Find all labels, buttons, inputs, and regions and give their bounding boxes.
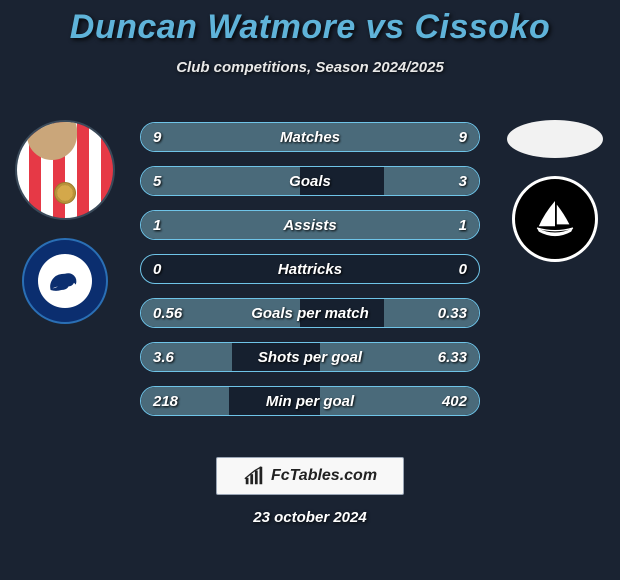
- lion-icon: [47, 266, 83, 296]
- subtitle: Club competitions, Season 2024/2025: [0, 59, 620, 76]
- chart-icon: [243, 465, 265, 487]
- stat-label: Goals: [141, 173, 479, 190]
- stat-bar: 5Goals3: [140, 166, 480, 196]
- stat-label: Assists: [141, 217, 479, 234]
- stat-bar: 0.56Goals per match0.33: [140, 298, 480, 328]
- page-title: Duncan Watmore vs Cissoko: [0, 0, 620, 47]
- stat-label: Min per goal: [141, 393, 479, 410]
- brand-badge[interactable]: FcTables.com: [216, 457, 404, 495]
- club-badge-left: [22, 238, 108, 324]
- stat-label: Matches: [141, 129, 479, 146]
- brand-text: FcTables.com: [271, 467, 377, 485]
- stat-right-value: 0.33: [438, 305, 467, 322]
- player-left-avatar: [15, 120, 115, 220]
- stat-right-value: 0: [459, 261, 467, 278]
- left-player-column: [10, 120, 120, 324]
- jersey-badge-icon: [54, 182, 76, 204]
- right-player-column: [500, 118, 610, 262]
- stat-bar: 3.6Shots per goal6.33: [140, 342, 480, 372]
- stat-right-value: 6.33: [438, 349, 467, 366]
- player-right-avatar: [507, 120, 603, 158]
- ship-icon: [528, 192, 582, 246]
- stat-right-value: 1: [459, 217, 467, 234]
- stat-right-value: 9: [459, 129, 467, 146]
- stat-right-value: 3: [459, 173, 467, 190]
- stat-label: Shots per goal: [141, 349, 479, 366]
- club-badge-right: [512, 176, 598, 262]
- stat-bar: 1Assists1: [140, 210, 480, 240]
- stat-right-value: 402: [442, 393, 467, 410]
- stats-list: 9Matches9 5Goals3 1Assists1 0Hattricks0 0.56…: [140, 122, 480, 416]
- stat-label: Goals per match: [141, 305, 479, 322]
- stat-bar: 9Matches9: [140, 122, 480, 152]
- club-badge-left-inner: [38, 254, 92, 308]
- stat-bar: 218Min per goal402: [140, 386, 480, 416]
- date-text: 23 october 2024: [253, 509, 366, 526]
- stat-label: Hattricks: [141, 261, 479, 278]
- footer: FcTables.com 23 october 2024: [0, 457, 620, 526]
- comparison-card: Duncan Watmore vs Cissoko Club competiti…: [0, 0, 620, 580]
- stat-bar: 0Hattricks0: [140, 254, 480, 284]
